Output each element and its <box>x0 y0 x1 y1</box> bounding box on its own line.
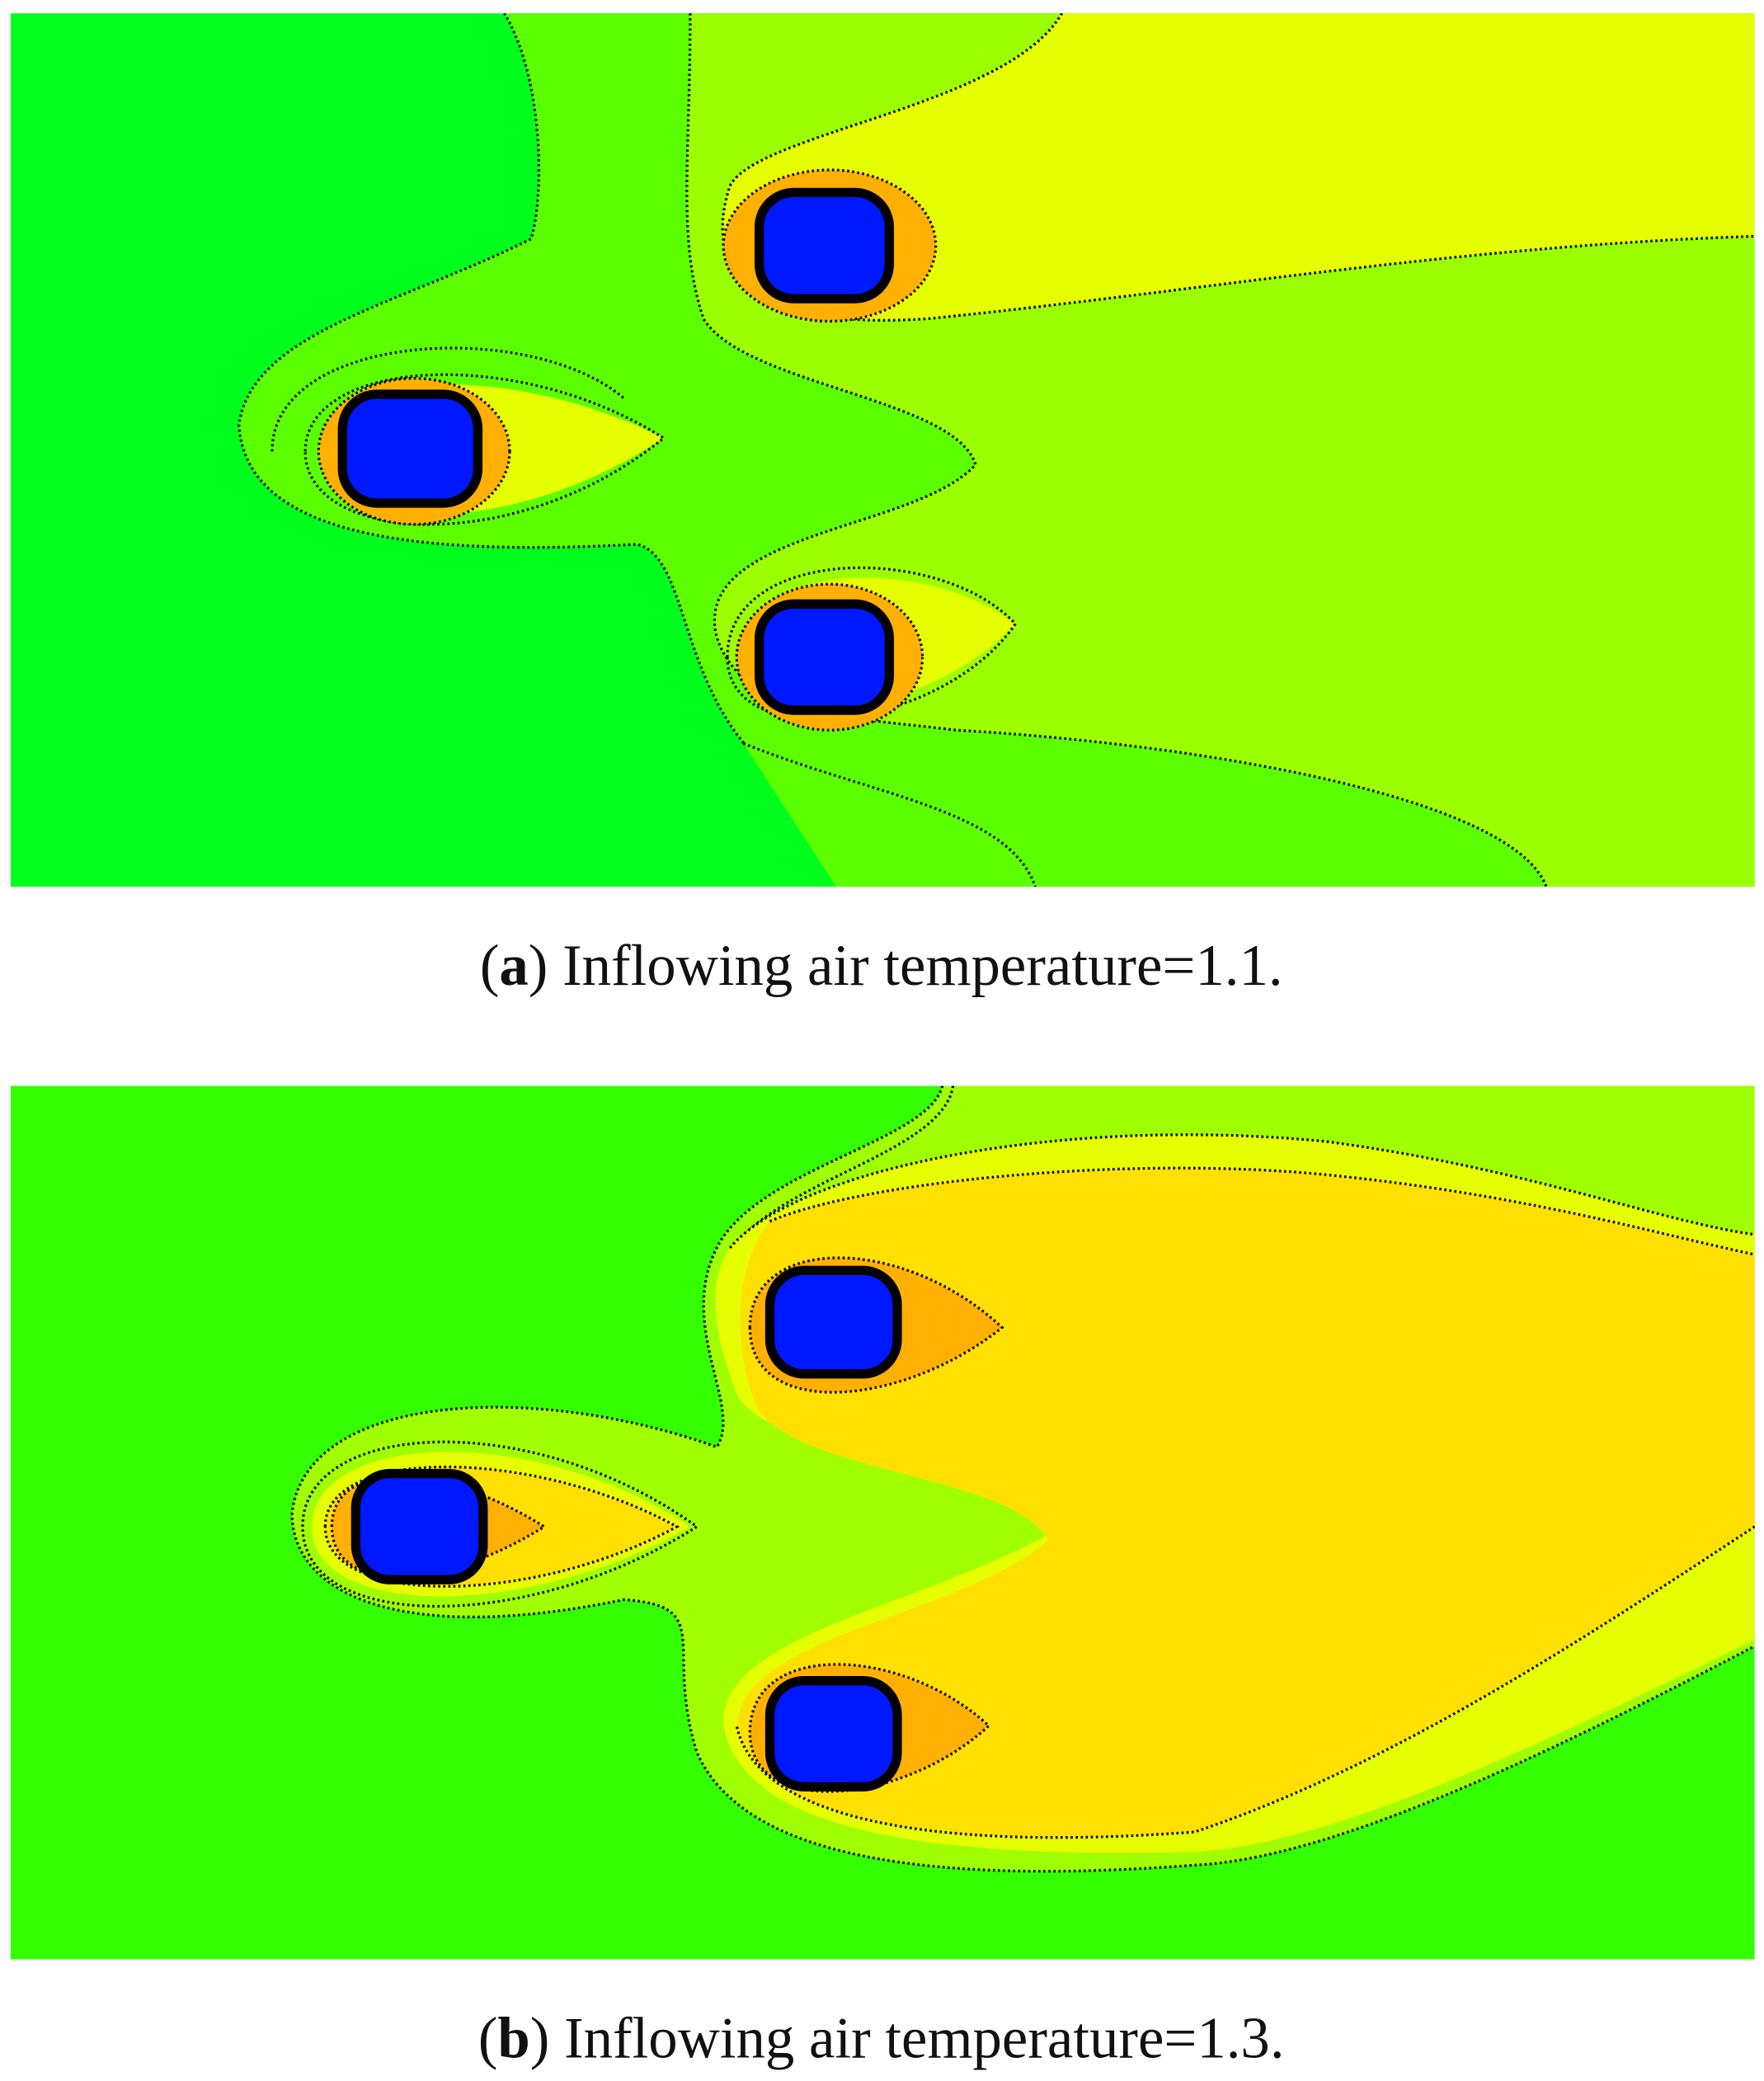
caption-text: Inflowing air temperature=1.1. <box>562 934 1282 998</box>
caption-tag: b <box>497 2007 529 2071</box>
caption-close: ) <box>529 934 548 998</box>
caption-text: Inflowing air temperature=1.3. <box>564 2007 1284 2071</box>
caption-close: ) <box>530 2007 550 2071</box>
caption-open: ( <box>480 934 500 998</box>
caption-a: (a) Inflowing air temperature=1.1. <box>480 934 1283 998</box>
caption-b: (b) Inflowing air temperature=1.3. <box>478 2007 1285 2071</box>
caption-tag: a <box>499 934 528 998</box>
contour-plot-a <box>10 13 1755 887</box>
contour-plot-b <box>10 1085 1755 1960</box>
caption-open: ( <box>478 2007 498 2071</box>
